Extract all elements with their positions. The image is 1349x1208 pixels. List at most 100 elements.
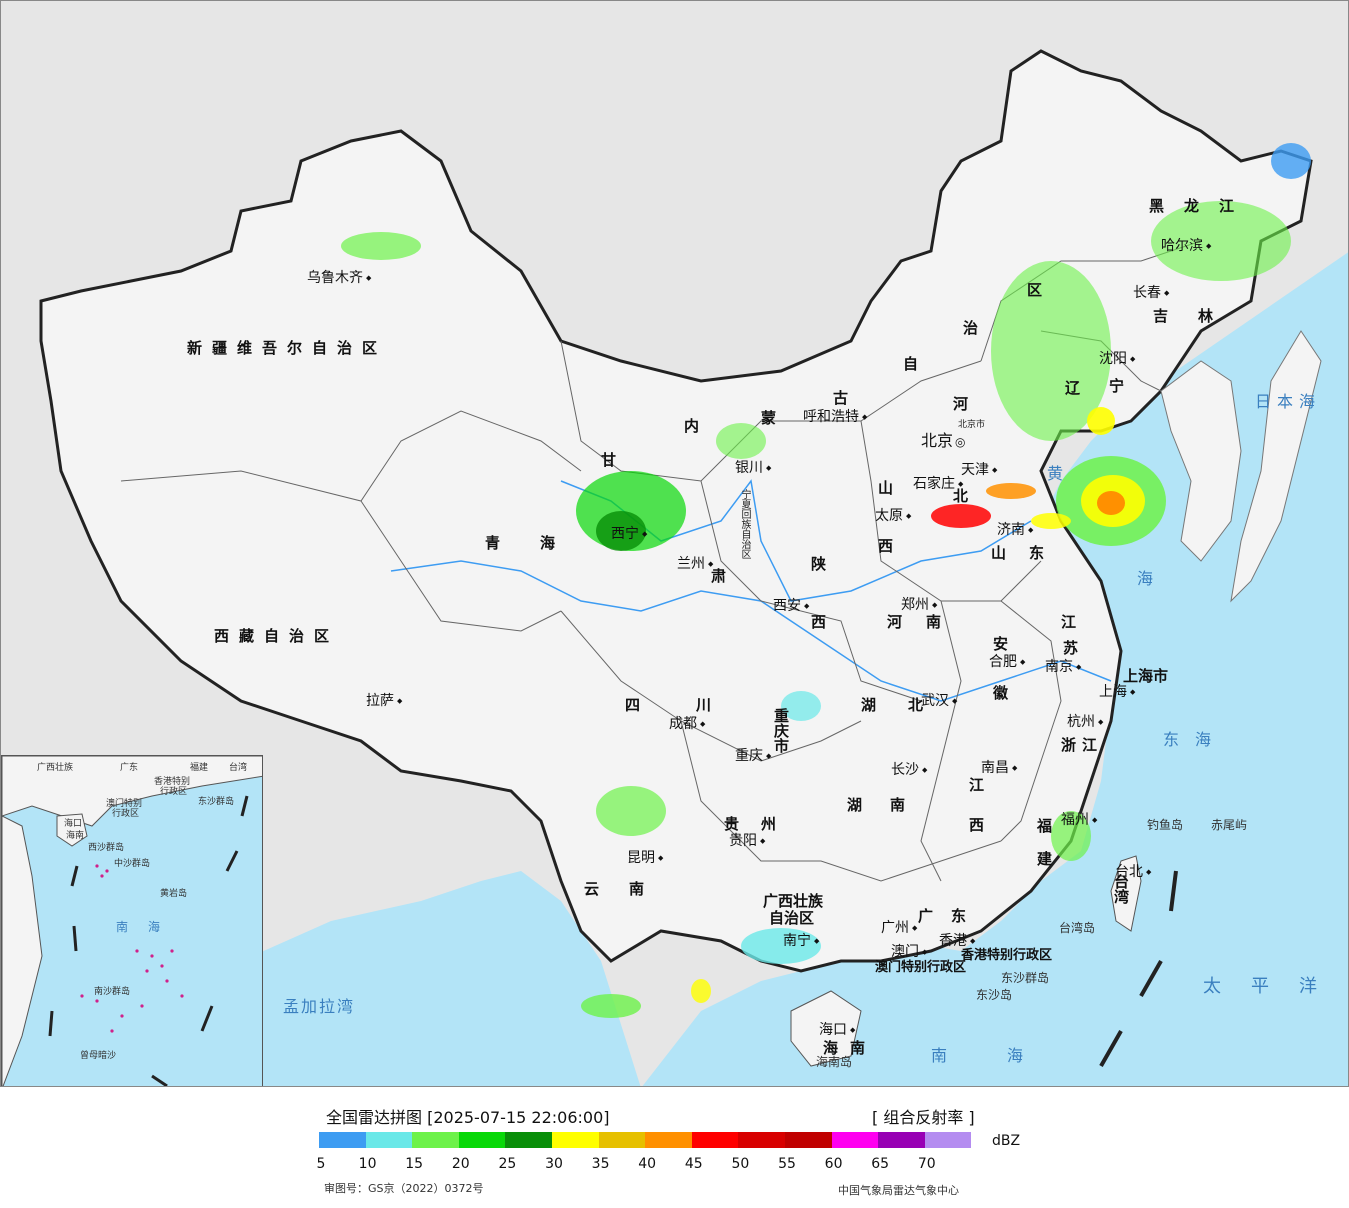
inset-nansha: 南沙群岛 — [94, 987, 131, 997]
label-hunan: 湖南 — [847, 796, 934, 814]
label-neimeng-3: 古 — [833, 389, 849, 407]
city-lhasa: 拉萨 — [366, 694, 402, 708]
echo-vietnam — [691, 979, 711, 1003]
label-shaanxi-1: 陕 — [811, 555, 827, 573]
label-hubei: 湖北 — [861, 696, 956, 714]
label-liaoning-2: 宁 — [1109, 377, 1125, 395]
label-fujian-2: 建 — [1037, 850, 1053, 868]
city-shanghai: 上海 — [1099, 685, 1135, 699]
city-hohhot: 呼和浩特 — [803, 410, 867, 424]
city-urumqi: 乌鲁木齐 — [307, 271, 371, 285]
legend-swatch — [412, 1132, 459, 1148]
label-shanghai-municipality: 上海市 — [1123, 667, 1169, 685]
city-yinchuan: 银川 — [735, 461, 771, 475]
legend-tick-label: 45 — [684, 1156, 703, 1172]
city-nanning: 南宁 — [783, 934, 819, 948]
label-shandong-2: 东 — [1029, 544, 1045, 562]
product-type: [ 组合反射率 ] — [872, 1108, 975, 1127]
city-zhengzhou: 郑州 — [901, 598, 937, 612]
sea-yellow-1: 黄 — [1047, 464, 1076, 483]
color-legend — [319, 1132, 972, 1148]
label-beijing-municipality: 北京市 — [958, 420, 986, 430]
legend-swatch — [319, 1132, 366, 1148]
radar-echoes — [341, 143, 1311, 1018]
label-neimeng-2: 蒙 — [761, 409, 777, 427]
city-hongkong: 香港 — [939, 934, 975, 948]
label-macau-sar: 澳门特别行政区 — [875, 960, 967, 975]
echo-liaoning — [991, 261, 1111, 441]
city-wuhan: 武汉 — [921, 694, 957, 708]
label-hainan: 海南 — [823, 1039, 878, 1057]
japan-islands — [1230, 330, 1322, 603]
sea-yellow-2: 海 — [1137, 569, 1166, 588]
echo-yunnan — [596, 786, 666, 836]
label-shandong-1: 山 — [991, 544, 1007, 562]
legend-tick-label: 65 — [871, 1156, 890, 1172]
city-tianjin: 天津 — [961, 463, 997, 477]
label-qinghai: 青海 — [485, 534, 596, 552]
map-geography — [39, 49, 1348, 1086]
city-nanchang: 南昌 — [981, 761, 1017, 775]
legend-swatch — [505, 1132, 552, 1148]
city-taipei: 台北 — [1115, 865, 1151, 879]
city-taiyuan: 太原 — [875, 509, 911, 523]
sea-south-china: 南海 — [931, 1046, 1084, 1065]
legend-tick-label: 70 — [917, 1156, 936, 1172]
inset-hk-1: 香港特别 — [154, 777, 191, 787]
inset-taiwan: 台湾 — [229, 763, 248, 773]
city-beijing: 北京 — [921, 433, 966, 449]
label-hebei-1: 河 — [953, 395, 969, 413]
echo-urumqi — [341, 232, 421, 260]
sea-east-china: 东海 — [1163, 730, 1228, 749]
inset-fujian: 福建 — [190, 763, 209, 773]
label-neimeng-1: 内 — [684, 417, 700, 435]
echo-far-northeast — [1271, 143, 1311, 179]
echo-indochina — [581, 994, 641, 1018]
echo-core-orange — [1097, 491, 1125, 515]
label-anhui-1: 安 — [993, 635, 1009, 653]
echo-tianjin — [986, 483, 1036, 499]
label-hebei-2: 北 — [953, 487, 969, 505]
legend-tick-label: 50 — [731, 1156, 750, 1172]
label-hongkong-sar: 香港特别行政区 — [961, 948, 1053, 963]
echo-heilongjiang — [1151, 201, 1291, 281]
legend-swatch — [551, 1132, 599, 1148]
inset-sea-label: 南海 — [116, 920, 181, 934]
city-kunming: 昆明 — [627, 851, 663, 865]
label-sichuan: 四川 — [625, 696, 768, 714]
label-gansu-2: 肃 — [711, 567, 727, 585]
legend-swatch — [738, 1132, 785, 1148]
legend-tick-label: 25 — [498, 1156, 517, 1172]
radar-map: 新疆维吾尔自治区 西藏自治区 青海 甘 肃 内 蒙 古 自 治 区 黑龙江 吉林… — [0, 0, 1349, 1087]
inset-haikou: 海口 — [64, 819, 83, 829]
label-xizang: 西藏自治区 — [214, 627, 340, 645]
echo-hebei-red — [931, 504, 991, 528]
legend-swatch — [924, 1132, 972, 1148]
inset-xisha: 西沙群岛 — [88, 843, 125, 853]
label-shanxi-2: 西 — [878, 537, 894, 555]
south-china-sea-inset: 广西壮族 广东 福建 台湾 香港特别 行政区 澳门特别 行政区 东沙群岛 海口 … — [1, 755, 263, 1086]
city-hefei: 合肥 — [989, 655, 1025, 669]
korea-peninsula — [1160, 360, 1242, 562]
legend-tick-label: 40 — [638, 1156, 657, 1172]
legend-tick-label: 30 — [545, 1156, 563, 1172]
city-hangzhou: 杭州 — [1067, 715, 1103, 729]
legend-swatch — [691, 1132, 739, 1148]
city-harbin: 哈尔滨 — [1161, 239, 1211, 253]
label-jiangsu-1: 江 — [1061, 613, 1077, 631]
sea-pacific: 太平洋 — [1203, 976, 1347, 997]
label-neimeng-5: 治 — [963, 319, 979, 337]
label-yunnan: 云南 — [584, 880, 675, 898]
island-taiwan: 台湾岛 — [1059, 921, 1096, 935]
inset-macau-2: 行政区 — [112, 809, 140, 819]
city-chongqing: 重庆 — [735, 749, 771, 763]
label-taiwan: 台湾 — [1112, 874, 1130, 904]
city-guangzhou: 广州 — [881, 921, 917, 935]
city-jinan: 济南 — [997, 523, 1033, 537]
label-liaoning-1: 辽 — [1065, 379, 1081, 397]
maritime-boundary-marks — [1099, 870, 1178, 1067]
label-fujian-1: 福 — [1037, 817, 1053, 835]
legend-tick-label: 35 — [591, 1156, 610, 1172]
city-xining: 西宁 — [611, 527, 647, 541]
label-guangdong: 广东 — [918, 907, 985, 925]
